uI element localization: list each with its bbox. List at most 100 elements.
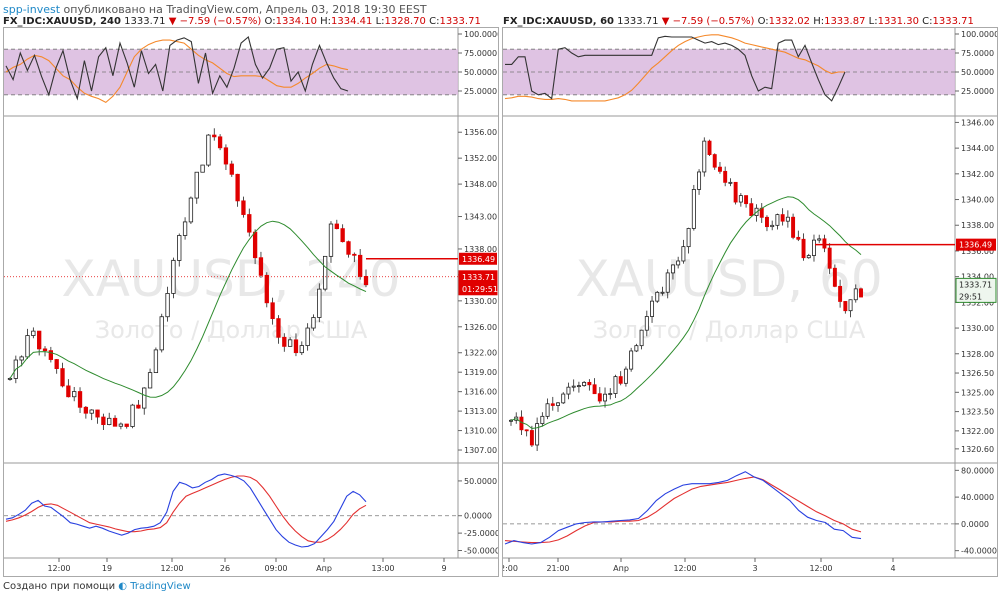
candle-body xyxy=(597,393,602,402)
price-tick-label: 1328.00 xyxy=(961,350,994,359)
stoch-k-line xyxy=(5,36,349,101)
candle-body xyxy=(812,239,816,256)
price-tick-label: 1330.00 xyxy=(464,297,497,306)
price-tick-label: 1346.00 xyxy=(961,118,994,127)
sma-line xyxy=(510,196,862,430)
macd-tick-label: 0.0000 xyxy=(961,520,989,529)
time-tick-label: 4 xyxy=(890,564,895,573)
candle-body xyxy=(118,423,124,427)
macd-line xyxy=(504,471,862,545)
candle-body xyxy=(827,247,832,269)
last-price-badge xyxy=(458,270,498,296)
left-last: 1333.71 xyxy=(124,16,166,27)
candle-body xyxy=(665,272,670,293)
candle-body xyxy=(229,163,234,175)
candle-body xyxy=(89,409,94,414)
candle-body xyxy=(644,316,649,331)
candle-body xyxy=(529,430,534,446)
time-tick-label: 12:00 xyxy=(809,564,832,573)
candle-body xyxy=(728,181,733,184)
price-tick-label: 1319.00 xyxy=(464,368,497,377)
candle-body xyxy=(796,236,801,240)
price-tick-label: 1336.00 xyxy=(961,247,994,256)
level-price-badge xyxy=(956,238,996,251)
right-symbol-line: FX_IDC:XAUUSD, 60 1333.71 ▼ −7.59 (−0.57… xyxy=(503,16,974,27)
candle-body xyxy=(7,378,13,380)
candle-body xyxy=(853,288,858,301)
candle-body xyxy=(561,393,566,404)
candle-body xyxy=(223,147,229,165)
price-tick-label: 1326.00 xyxy=(464,323,497,332)
candle-body xyxy=(775,214,780,226)
candle-body xyxy=(31,330,36,336)
price-tick-label: 1322.00 xyxy=(464,349,497,358)
candle-body xyxy=(346,241,351,255)
macd-tick-label: -40.0000 xyxy=(961,547,997,556)
right-ohlc-l: L:1331.30 xyxy=(868,16,919,27)
stoch-tick-label: 25.0000 xyxy=(961,87,994,96)
time-tick-label: Апр xyxy=(613,564,629,573)
candle-body xyxy=(252,231,258,259)
candle-body xyxy=(182,221,188,236)
candle-body xyxy=(670,264,675,274)
price-tick-label: 1313.00 xyxy=(464,407,497,416)
candle-body xyxy=(363,275,369,286)
last-price-label: 1333.71 xyxy=(462,273,495,282)
price-tick-label: 1310.00 xyxy=(464,427,497,436)
price-tick-label: 1338.00 xyxy=(464,245,497,254)
left-symbol-line: FX_IDC:XAUUSD, 240 1333.71 ▼ −7.59 (−0.5… xyxy=(3,16,481,27)
time-tick-label: 12:00 xyxy=(673,564,696,573)
stoch-tick-label: 75.0000 xyxy=(464,49,497,58)
candle-body xyxy=(95,409,100,418)
candle-body xyxy=(832,267,837,287)
stoch-tick-label: 75.0000 xyxy=(961,49,994,58)
candle-body xyxy=(299,345,304,354)
author-link[interactable]: spp-invest xyxy=(3,3,61,16)
price-tick-label: 1330.00 xyxy=(961,324,994,333)
time-tick-label: 21:00 xyxy=(546,564,569,573)
macd-tick-label: -50.0000 xyxy=(464,547,498,556)
macd-tick-label: -25.0000 xyxy=(464,529,498,538)
left-ohlc-o: O:1334.10 xyxy=(264,16,317,27)
macd-tick-label: 0.0000 xyxy=(464,512,492,521)
left-symbol[interactable]: FX_IDC:XAUUSD, 240 xyxy=(3,16,121,27)
left-chart-frame[interactable]: 100.0000 75.0000 50.0000 25.0000 1356.00 1352… xyxy=(3,27,499,577)
candle-body xyxy=(235,173,240,202)
time-tick-label: 19 xyxy=(102,564,112,573)
candle-body xyxy=(142,387,147,409)
candle-body xyxy=(340,228,345,243)
right-chart-frame[interactable]: 100.0000 75.0000 50.0000 25.0000 1346.00 1344… xyxy=(502,27,998,577)
time-tick-label: Апр xyxy=(316,564,332,573)
candle-body xyxy=(200,164,205,173)
candle-body xyxy=(159,316,164,351)
candle-body xyxy=(212,134,217,138)
macd-signal-line xyxy=(5,475,367,543)
candle-body xyxy=(247,214,252,233)
tradingview-logo[interactable]: ◐ TradingView xyxy=(118,581,191,592)
last-price-badge xyxy=(955,277,997,303)
price-tick-label: 1322.00 xyxy=(961,427,994,436)
right-chart[interactable]: 100.0000 75.0000 50.0000 25.0000 1346.00 1344… xyxy=(503,28,997,576)
candle-body xyxy=(707,140,712,155)
right-symbol[interactable]: FX_IDC:XAUUSD, 60 xyxy=(503,16,614,27)
candle-body xyxy=(276,318,281,338)
candle-body xyxy=(153,349,159,374)
right-last: 1333.71 xyxy=(617,16,659,27)
candle-body xyxy=(42,348,48,352)
candle-body xyxy=(702,140,707,173)
macd-line xyxy=(5,473,367,548)
time-tick-label: 13:00 xyxy=(371,564,394,573)
right-ohlc-o: O:1332.02 xyxy=(757,16,810,27)
candle-body xyxy=(770,224,775,228)
candle-body xyxy=(603,393,607,402)
candle-body xyxy=(317,288,322,318)
price-tick-label: 1352.00 xyxy=(464,154,497,163)
candle-body xyxy=(806,255,811,259)
left-chart[interactable]: 100.0000 75.0000 50.0000 25.0000 1356.00 1352… xyxy=(4,28,498,576)
price-tick-label: 1340.00 xyxy=(961,196,994,205)
right-change: ▼ −7.59 (−0.57%) xyxy=(661,16,755,27)
candle-body xyxy=(282,336,287,347)
time-tick-label: 12:00 xyxy=(47,564,70,573)
candle-body xyxy=(660,291,665,294)
candle-body xyxy=(791,216,796,238)
